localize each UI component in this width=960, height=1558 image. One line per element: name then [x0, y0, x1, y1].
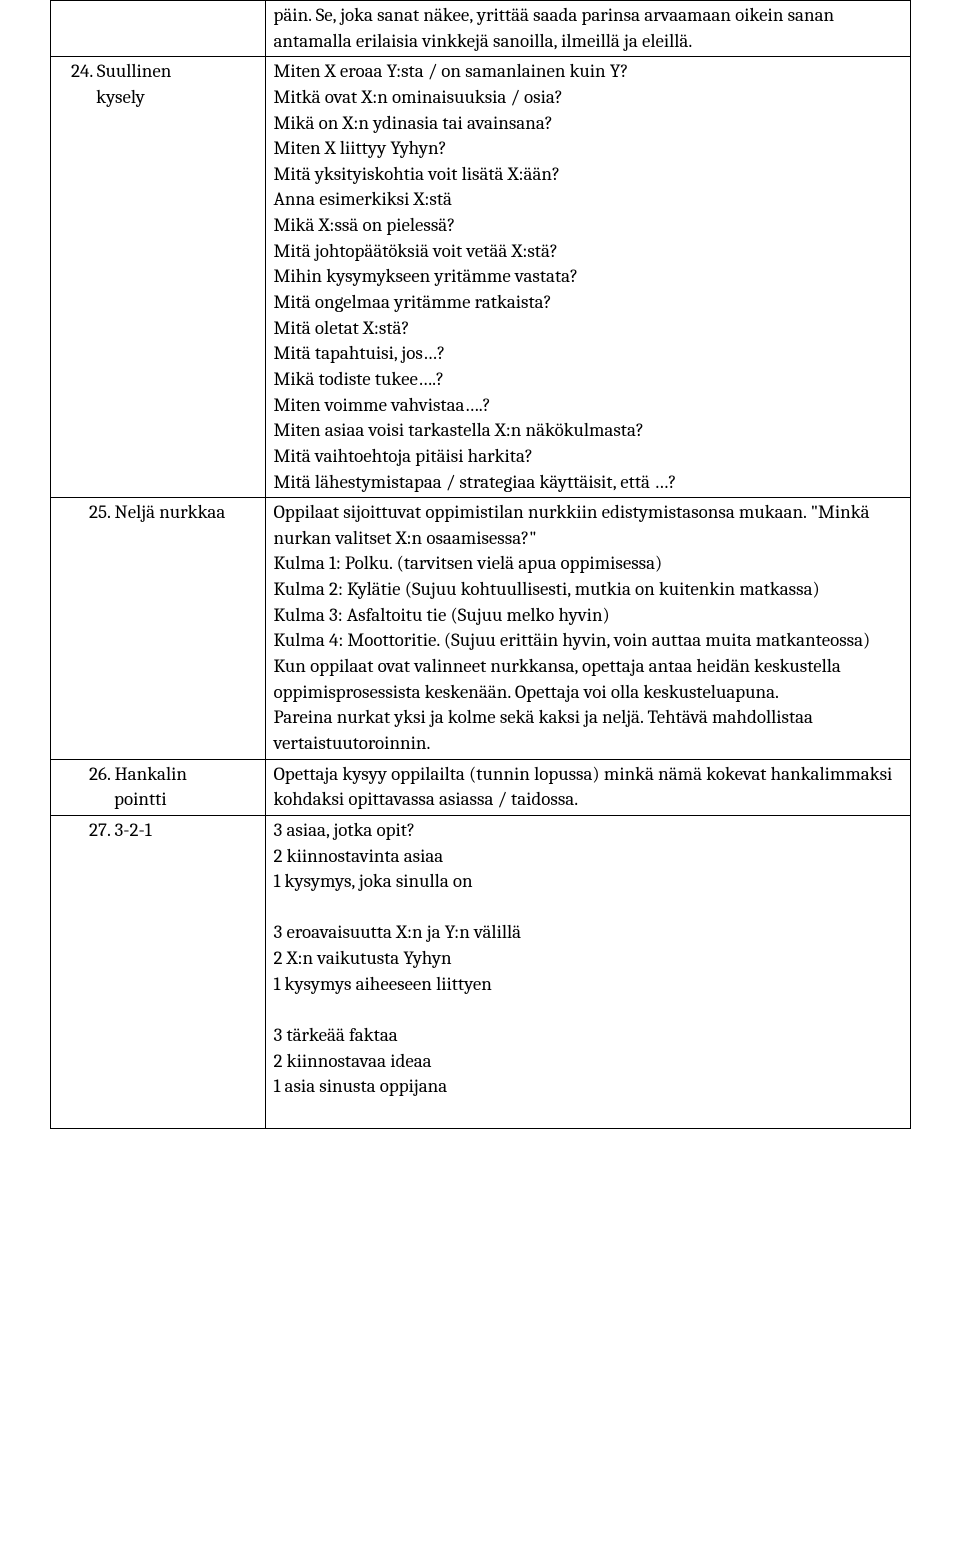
row-content-cell: 3 asiaa, jotka opit? 2 kiinnostavinta as… [265, 815, 910, 1128]
row-label-cell: 26. Hankalin pointti [50, 759, 265, 815]
row-label-cell: 27. 3-2-1 [50, 815, 265, 1128]
document-table: päin. Se, joka sanat näkee, yrittää saad… [50, 0, 911, 1129]
content-line: 2 kiinnostavinta asiaa [274, 844, 902, 870]
content-line: Mitä vaihtoehtoja pitäisi harkita? [274, 444, 902, 470]
content-line: Anna esimerkiksi X:stä [274, 187, 902, 213]
content-line: Mitä ongelmaa yritämme ratkaista? [274, 290, 902, 316]
content-line: Mikä on X:n ydinasia tai avainsana? [274, 111, 902, 137]
content-line: Kulma 4: Moottoritie. (Sujuu erittäin hy… [274, 628, 902, 654]
content-line: Pareina nurkat yksi ja kolme sekä kaksi … [274, 705, 902, 756]
content-line: päin. Se, joka sanat näkee, yrittää saad… [274, 3, 902, 54]
row-label: 27. 3-2-1 [59, 818, 257, 844]
content-line: Kun oppilaat ovat valinneet nurkkansa, o… [274, 654, 902, 705]
row-content-cell: Miten X eroaa Y:sta / on samanlainen kui… [265, 57, 910, 498]
content-line [274, 997, 902, 1023]
content-line: Miten voimme vahvistaa….? [274, 393, 902, 419]
content-line: Kulma 3: Asfaltoitu tie (Sujuu melko hyv… [274, 603, 902, 629]
content-line: Mitä johtopäätöksiä voit vetää X:stä? [274, 239, 902, 265]
table-row: 24. Suullinen kysely Miten X eroaa Y:sta… [50, 57, 910, 498]
row-content-cell: Opettaja kysyy oppilailta (tunnin lopuss… [265, 759, 910, 815]
content-line: 3 eroavaisuutta X:n ja Y:n välillä [274, 920, 902, 946]
content-line: Mikä X:ssä on pielessä? [274, 213, 902, 239]
row-label-cell: 24. Suullinen kysely [50, 57, 265, 498]
content-line [274, 1100, 902, 1126]
content-line: Mitkä ovat X:n ominaisuuksia / osia? [274, 85, 902, 111]
content-line: 3 tärkeää faktaa [274, 1023, 902, 1049]
table-row: päin. Se, joka sanat näkee, yrittää saad… [50, 1, 910, 57]
content-line: Mitä lähestymistapaa / strategiaa käyttä… [274, 470, 902, 496]
content-line: Mikä todiste tukee….? [274, 367, 902, 393]
content-line: Miten X eroaa Y:sta / on samanlainen kui… [274, 59, 902, 85]
table-row: 27. 3-2-1 3 asiaa, jotka opit? 2 kiinnos… [50, 815, 910, 1128]
content-line [274, 895, 902, 921]
content-line: Oppilaat sijoittuvat oppimistilan nurkki… [274, 500, 902, 551]
content-line: 1 kysymys aiheeseen liittyen [274, 972, 902, 998]
content-line: Miten asiaa voisi tarkastella X:n näköku… [274, 418, 902, 444]
row-content-cell: Oppilaat sijoittuvat oppimistilan nurkki… [265, 498, 910, 759]
content-line: Kulma 1: Polku. (tarvitsen vielä apua op… [274, 551, 902, 577]
row-label: 26. Hankalin pointti [59, 762, 257, 813]
content-line: Opettaja kysyy oppilailta (tunnin lopuss… [274, 762, 902, 813]
row-label-cell [50, 1, 265, 57]
content-line: Mitä yksityiskohtia voit lisätä X:ään? [274, 162, 902, 188]
content-line: 3 asiaa, jotka opit? [274, 818, 902, 844]
content-line: 1 asia sinusta oppijana [274, 1074, 902, 1100]
row-label-cell: 25. Neljä nurkkaa [50, 498, 265, 759]
table-row: 26. Hankalin pointti Opettaja kysyy oppi… [50, 759, 910, 815]
table-row: 25. Neljä nurkkaa Oppilaat sijoittuvat o… [50, 498, 910, 759]
content-line: Mitä tapahtuisi, jos…? [274, 341, 902, 367]
content-line: 2 kiinnostavaa ideaa [274, 1049, 902, 1075]
row-content-cell: päin. Se, joka sanat näkee, yrittää saad… [265, 1, 910, 57]
content-line: 2 X:n vaikutusta Yyhyn [274, 946, 902, 972]
content-line: Kulma 2: Kylätie (Sujuu kohtuullisesti, … [274, 577, 902, 603]
content-line: Mitä oletat X:stä? [274, 316, 902, 342]
content-line: Mihin kysymykseen yritämme vastata? [274, 264, 902, 290]
content-line: 1 kysymys, joka sinulla on [274, 869, 902, 895]
row-label: 25. Neljä nurkkaa [59, 500, 257, 526]
row-label [59, 3, 257, 29]
content-line: Miten X liittyy Yyhyn? [274, 136, 902, 162]
